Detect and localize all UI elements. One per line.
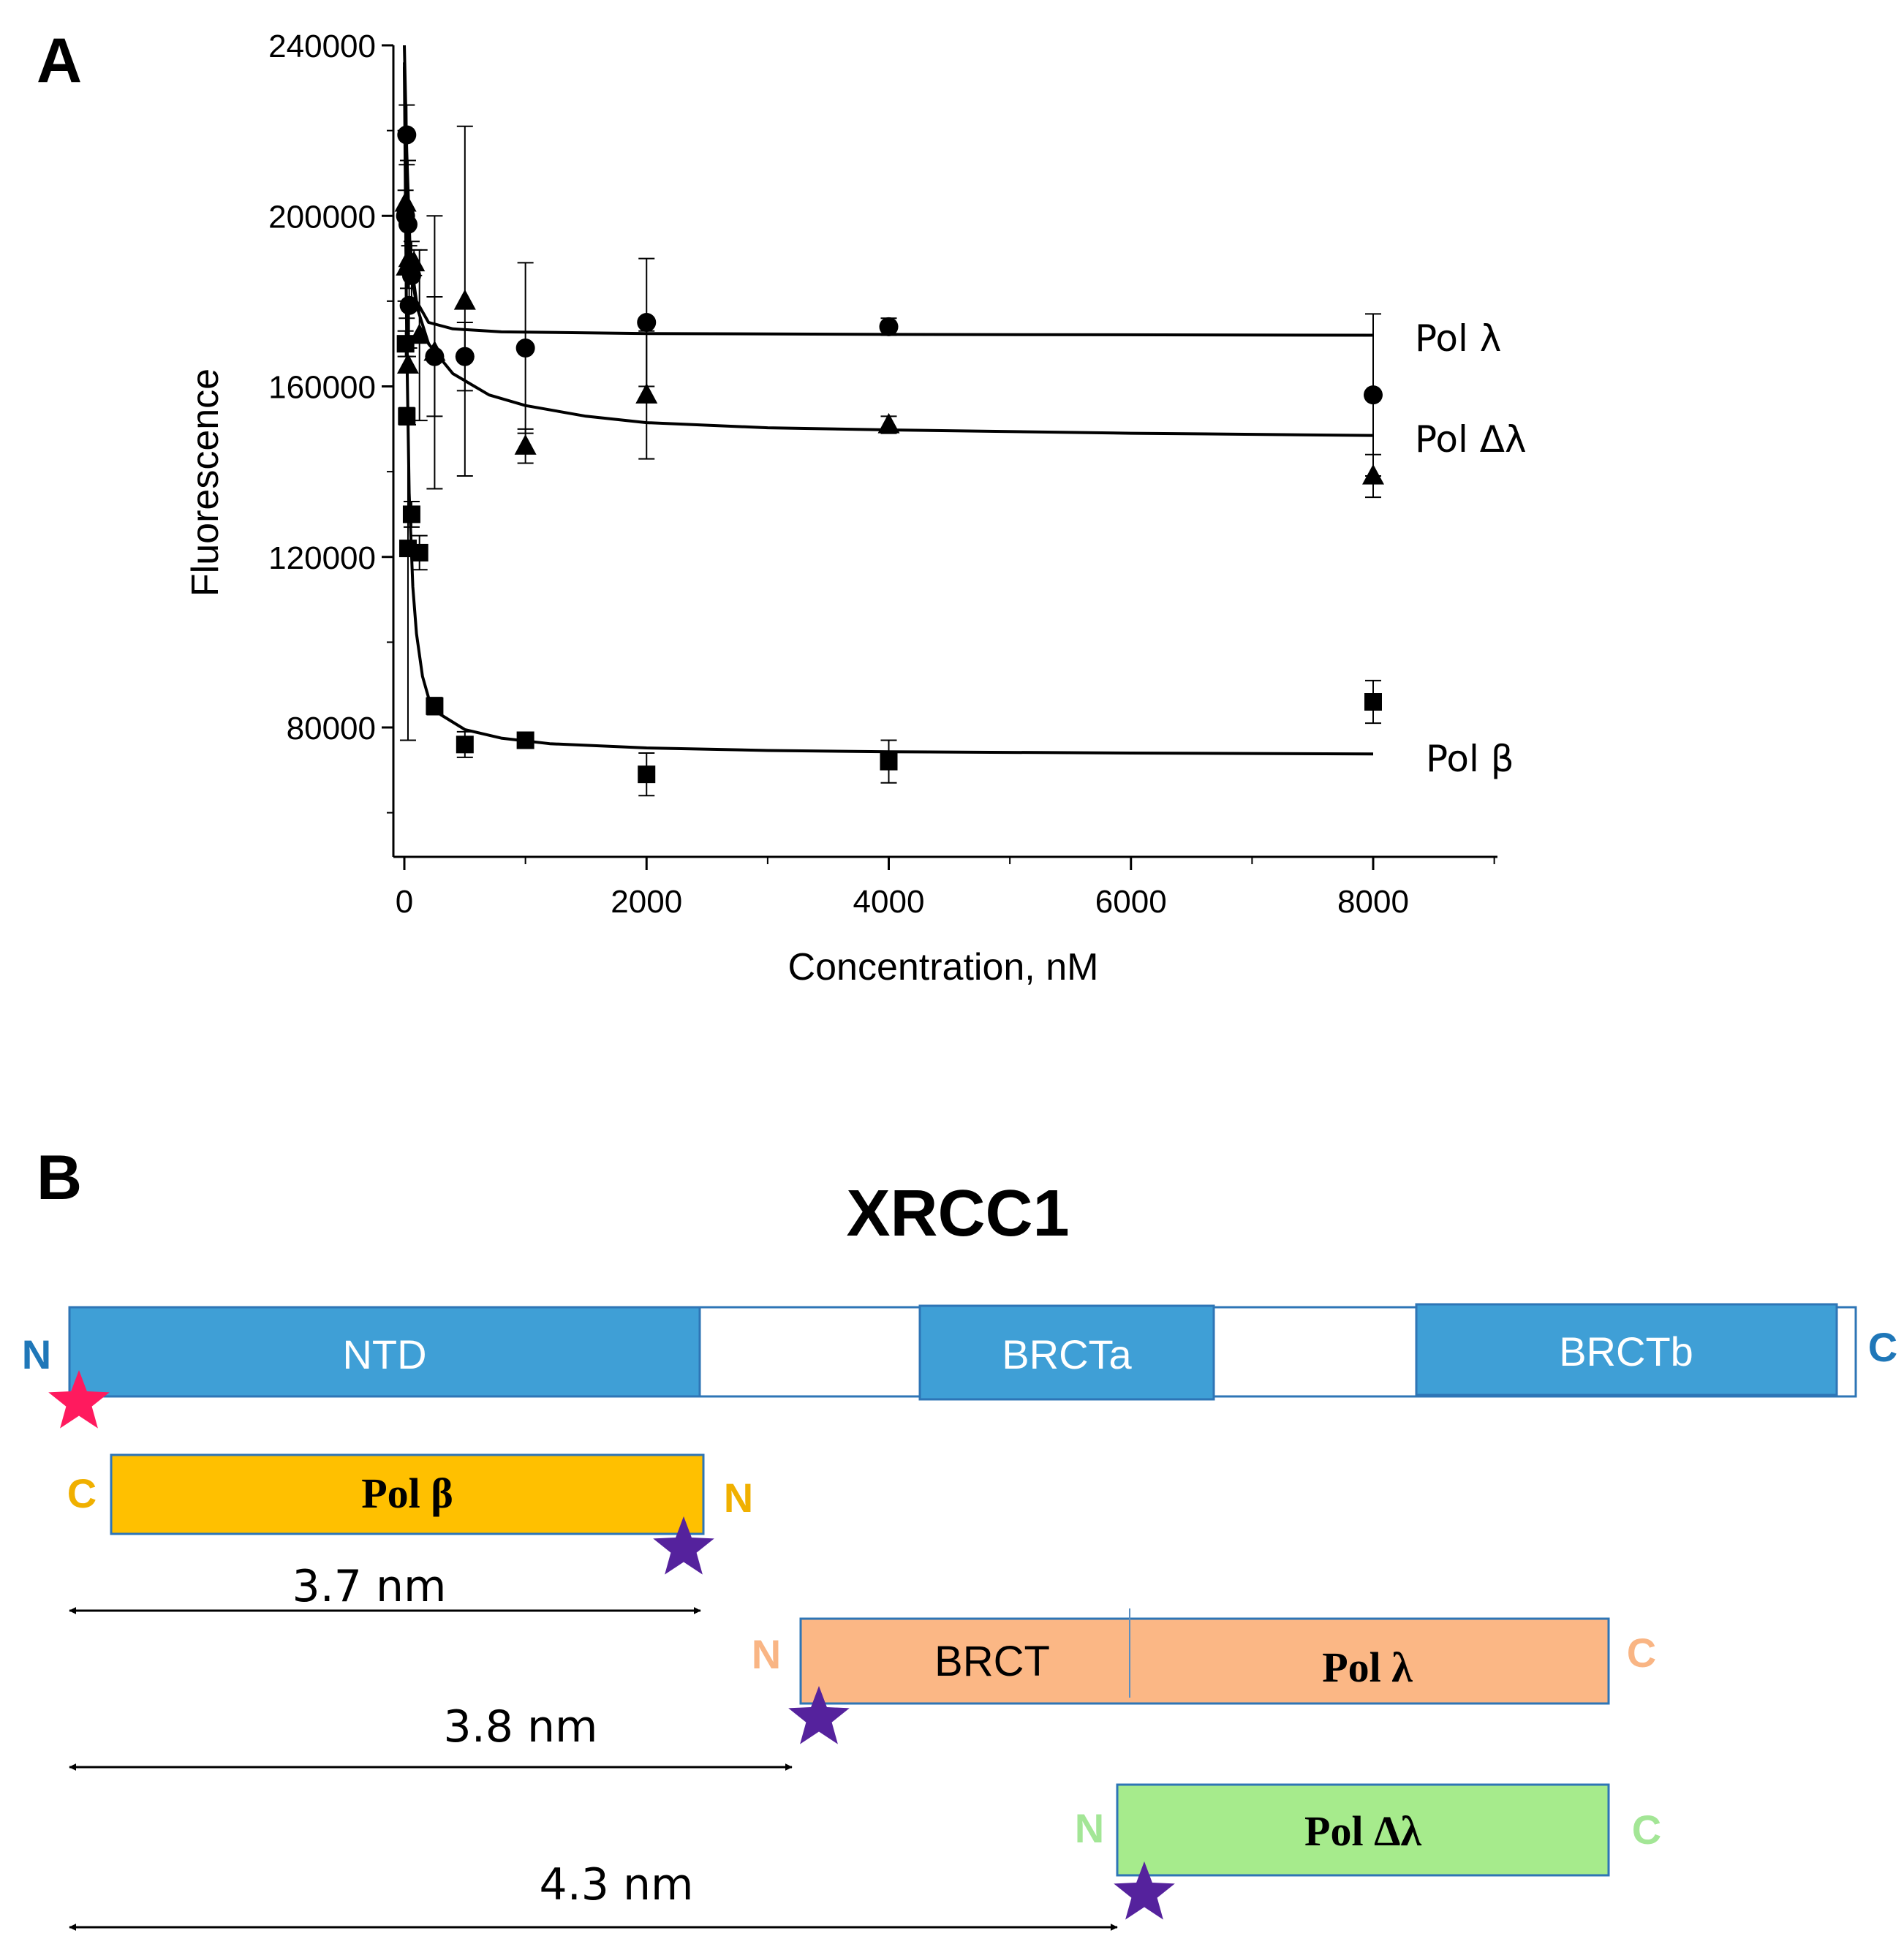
data-point-pol-delta-lambda <box>423 340 446 361</box>
data-point-pol-beta <box>410 543 428 561</box>
data-point-pol-beta <box>638 765 656 784</box>
x-axis-label: Concentration, nM <box>788 946 1099 988</box>
brctb-label: BRCTb <box>1559 1328 1693 1374</box>
pol-delta-lambda-box <box>1116 1783 1610 1877</box>
x-tick-label: 8000 <box>1337 884 1409 920</box>
data-point-pol-beta <box>1364 693 1382 711</box>
distance-label-pol-lambda: 3.8 nm <box>444 1701 598 1752</box>
pol-delta-lambda-bar: Pol Δλ N C <box>1075 1783 1661 1877</box>
ntd-domain <box>68 1306 701 1398</box>
brcta-domain <box>918 1304 1215 1401</box>
chart-axes: 80000 120000 160000 200000 240000 0 2000 4000 60… <box>268 29 1497 920</box>
panel-a: A 80000 120000 160000 200000 240000 0 2000 4000… <box>37 26 1527 988</box>
xrcc1-bar: NTD BRCTa BRCTb N C <box>22 1303 1897 1401</box>
series-label-pol-beta: Pol β <box>1426 738 1514 780</box>
data-point-pol-beta <box>880 752 898 771</box>
y-axis-label: Fluorescence <box>184 368 227 597</box>
data-point-pol-lambda <box>398 214 418 234</box>
pol-lambda-n-terminus: N <box>752 1631 781 1677</box>
x-tick-label: 4000 <box>853 884 925 920</box>
brcta-label: BRCTa <box>1002 1331 1132 1377</box>
data-point-pol-lambda <box>1364 385 1383 405</box>
distance-label-pol-beta: 3.7 nm <box>292 1561 447 1612</box>
brctb-domain <box>1415 1303 1838 1396</box>
pol-lambda-brct-label: BRCT <box>934 1638 1050 1685</box>
data-point-pol-delta-lambda <box>635 383 658 404</box>
ntd-label: NTD <box>342 1331 426 1377</box>
diagram-title: XRCC1 <box>846 1177 1069 1250</box>
y-tick-label: 120000 <box>268 540 376 576</box>
panel-a-label: A <box>37 26 82 96</box>
data-point-pol-lambda <box>515 339 535 358</box>
y-tick-label: 160000 <box>268 370 376 406</box>
data-point-pol-beta <box>402 505 420 523</box>
x-tick-label: 2000 <box>611 884 682 920</box>
y-tick-label: 240000 <box>268 29 376 64</box>
series-label-pol-lambda: Pol λ <box>1415 317 1501 360</box>
fit-curve-pol-delta-lambda <box>403 62 1374 437</box>
xrcc1-c-terminus: C <box>1868 1324 1897 1370</box>
chart-markers <box>394 125 1384 784</box>
data-point-pol-lambda <box>637 313 657 333</box>
chart: 80000 120000 160000 200000 240000 0 2000 4000 60… <box>184 29 1527 988</box>
fit-curve-pol-lambda <box>403 45 1374 337</box>
fluorophore-stars <box>48 1370 1175 1920</box>
series-label-pol-delta-lambda: Pol Δλ <box>1415 418 1527 461</box>
data-point-pol-delta-lambda <box>877 412 900 434</box>
data-point-pol-delta-lambda <box>403 251 426 272</box>
pol-lambda-box <box>799 1617 1610 1705</box>
data-point-pol-delta-lambda <box>1362 464 1384 485</box>
panel-b: B XRCC1 NTD BRCTa BRCTb N C Pol β C N BR… <box>22 1143 1897 1931</box>
pol-lambda-label: Pol λ <box>1322 1644 1413 1691</box>
pol-lambda-c-terminus: C <box>1627 1630 1656 1676</box>
data-point-pol-beta <box>398 407 416 426</box>
distance-label-pol-delta-lambda: 4.3 nm <box>540 1859 694 1910</box>
panel-b-label: B <box>37 1143 82 1213</box>
pol-beta-label: Pol β <box>361 1470 453 1517</box>
xrcc1-n-terminus: N <box>22 1331 51 1377</box>
chart-fit-curves <box>403 45 1374 756</box>
data-point-pol-lambda <box>455 347 475 366</box>
pol-beta-n-terminus: N <box>724 1475 753 1521</box>
acceptor-star-pol-delta-lambda-icon <box>1114 1861 1175 1920</box>
acceptor-star-pol-lambda-icon <box>788 1686 850 1744</box>
data-point-pol-delta-lambda <box>396 353 419 374</box>
data-point-pol-lambda <box>397 125 417 145</box>
data-point-pol-lambda <box>879 317 899 336</box>
data-point-pol-delta-lambda <box>514 434 537 455</box>
data-point-pol-beta <box>396 335 415 353</box>
y-tick-label: 200000 <box>268 199 376 235</box>
donor-star-icon <box>48 1370 110 1429</box>
pol-delta-lambda-label: Pol Δλ <box>1304 1807 1421 1855</box>
data-point-pol-beta <box>456 736 474 754</box>
pol-delta-lambda-c-terminus: C <box>1632 1807 1661 1853</box>
data-point-pol-beta <box>426 697 444 715</box>
y-tick-label: 80000 <box>287 711 376 746</box>
data-point-pol-delta-lambda <box>453 289 476 310</box>
data-point-pol-lambda <box>399 295 419 315</box>
data-point-pol-delta-lambda <box>394 191 417 212</box>
chart-error-bars <box>397 104 1381 797</box>
distance-arrows: 3.7 nm 3.8 nm 4.3 nm <box>69 1561 1118 1931</box>
acceptor-star-pol-beta-icon <box>653 1516 714 1575</box>
pol-lambda-bar: BRCT Pol λ N C <box>752 1608 1656 1705</box>
pol-beta-c-terminus: C <box>67 1470 97 1516</box>
pol-beta-bar: Pol β C N <box>67 1453 753 1535</box>
x-tick-label: 0 <box>396 884 413 920</box>
pol-beta-box <box>110 1453 705 1535</box>
x-tick-label: 6000 <box>1095 884 1167 920</box>
pol-delta-lambda-n-terminus: N <box>1075 1805 1104 1851</box>
data-point-pol-beta <box>516 731 534 749</box>
